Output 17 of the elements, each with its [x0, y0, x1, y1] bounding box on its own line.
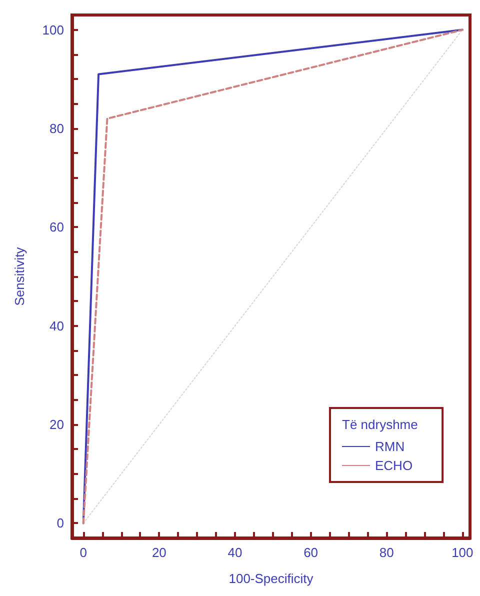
legend-label: ECHO [375, 458, 413, 473]
legend-title: Të ndryshme [342, 417, 418, 432]
y-tick-label: 60 [50, 220, 64, 235]
x-tick-label: 0 [80, 545, 87, 560]
x-axis-title: 100-Specificity [228, 571, 314, 586]
x-tick-label: 40 [228, 545, 242, 560]
y-tick-label: 80 [50, 120, 64, 136]
y-tick-label: 40 [50, 318, 64, 334]
legend-label: RMN [375, 439, 405, 454]
y-tick-label: 20 [50, 417, 64, 432]
x-tick-label: 80 [379, 545, 394, 560]
y-tick-label: 0 [56, 516, 64, 531]
y-tick-label: 100 [42, 22, 64, 38]
y-axis-title: Sensitivity [12, 246, 27, 306]
x-tick-label: 100 [452, 545, 474, 560]
x-tick-label: 20 [152, 545, 166, 560]
x-tick-label: 60 [304, 545, 318, 560]
